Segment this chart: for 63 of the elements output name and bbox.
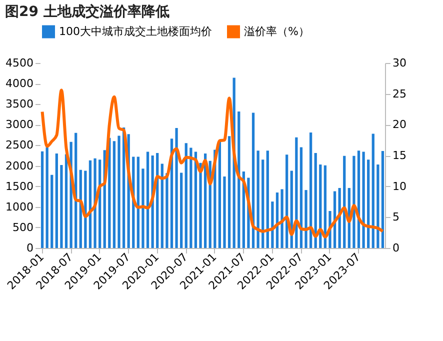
- y2-tick-label: 30: [392, 56, 406, 70]
- bar: [300, 147, 303, 248]
- bar: [280, 189, 284, 248]
- y2-tick-label: 10: [392, 180, 406, 193]
- bar: [199, 162, 202, 248]
- bar: [64, 154, 68, 248]
- bar: [223, 176, 226, 248]
- bar: [376, 164, 380, 248]
- bar: [319, 164, 322, 248]
- bar: [190, 148, 192, 248]
- bar: [166, 173, 168, 248]
- bar: [372, 134, 374, 248]
- bar: [362, 152, 365, 248]
- y-tick-label: 2500: [6, 138, 34, 152]
- bar: [262, 160, 264, 248]
- bar: [46, 147, 48, 248]
- y2-tick-label: 5: [392, 210, 400, 224]
- y-tick-label: 3500: [6, 98, 34, 111]
- bar: [50, 174, 54, 248]
- bar: [60, 164, 63, 248]
- legend-label: 溢价率（%）: [244, 24, 310, 38]
- y-tick-label: 2000: [6, 159, 34, 172]
- bar: [94, 158, 96, 248]
- bar: [40, 151, 44, 248]
- bar: [367, 160, 370, 248]
- bar: [218, 141, 222, 248]
- bar: [314, 153, 317, 248]
- bar: [304, 190, 308, 248]
- y-tick-label: 500: [12, 220, 34, 234]
- bar: [88, 160, 92, 248]
- y-tick-label: 3000: [6, 118, 34, 132]
- bar: [309, 132, 312, 248]
- y2-tick-label: 0: [392, 242, 400, 254]
- bar: [352, 156, 356, 248]
- y2-tick-label: 15: [392, 149, 406, 162]
- bar: [146, 152, 150, 248]
- bar: [338, 188, 341, 248]
- bar: [184, 143, 188, 248]
- bar: [136, 156, 140, 248]
- bar: [112, 141, 116, 248]
- bar: [175, 128, 178, 248]
- bar: [84, 170, 87, 248]
- bar: [256, 150, 260, 248]
- legend-label: 100大中城市成交土地楼面均价: [59, 24, 212, 38]
- y-tick-label: 4000: [6, 77, 34, 90]
- bar: [381, 150, 384, 248]
- bar: [55, 153, 58, 248]
- bar: [118, 136, 120, 248]
- bar: [228, 136, 231, 248]
- y2-tick-label: 25: [392, 87, 406, 100]
- y-tick-label: 1500: [6, 180, 34, 193]
- line-series: [40, 88, 384, 238]
- bar: [160, 164, 164, 248]
- bar: [271, 202, 274, 248]
- y-tick-label: 1000: [6, 200, 34, 214]
- chart-title: 图29 土地成交溢价率降低: [5, 3, 170, 20]
- y2-tick-label: 20: [392, 118, 406, 132]
- y-tick-label: 4500: [6, 56, 34, 70]
- bar: [266, 150, 269, 248]
- bar: [142, 168, 144, 248]
- bar: [180, 172, 183, 248]
- y-tick-label: 0: [26, 242, 34, 254]
- bar: [238, 112, 240, 248]
